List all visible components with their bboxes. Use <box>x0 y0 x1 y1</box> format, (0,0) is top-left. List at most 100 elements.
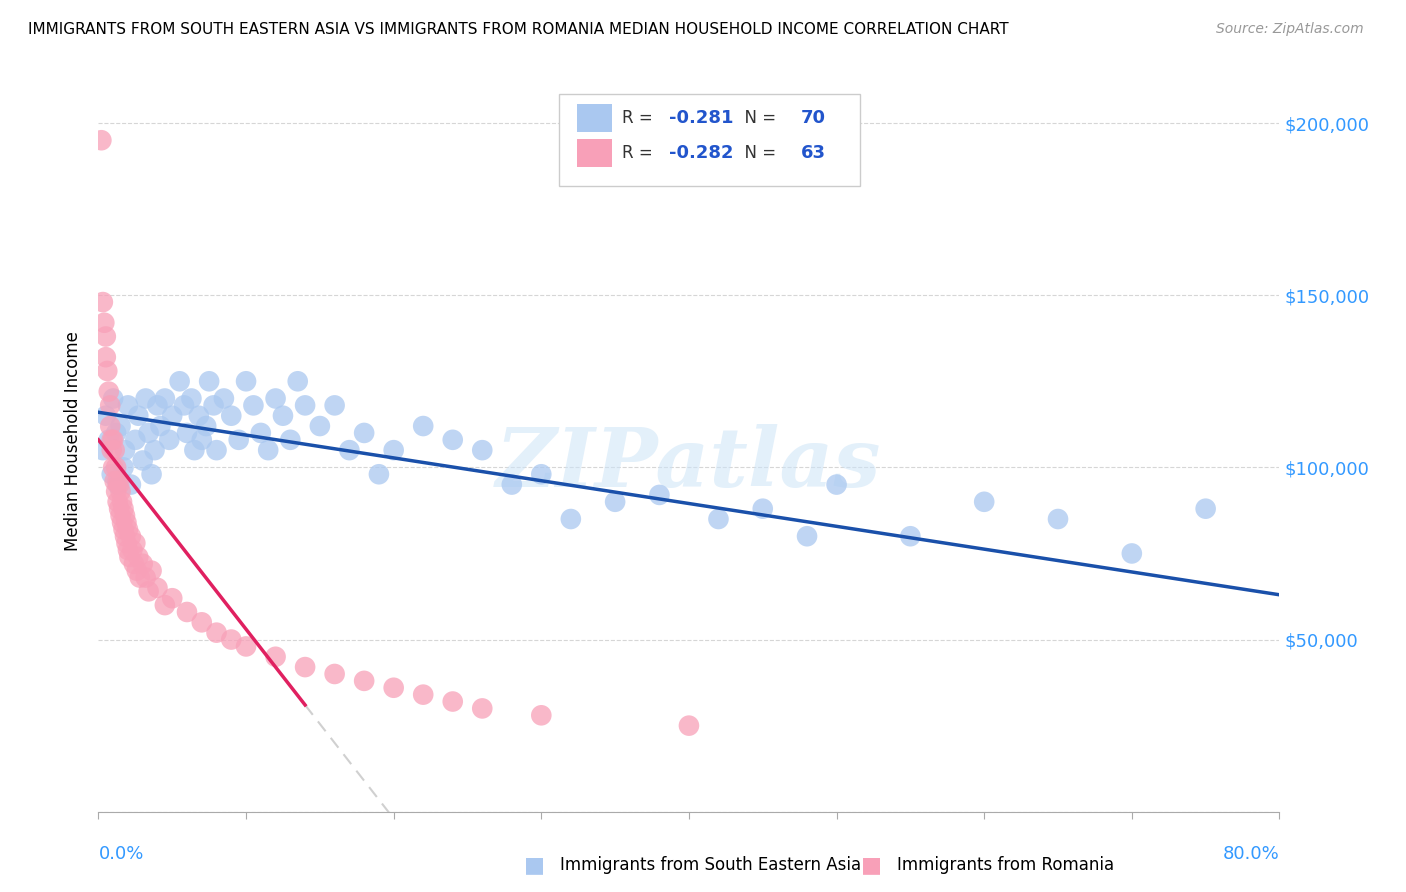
Point <box>752 501 775 516</box>
Point <box>105 425 128 440</box>
Point <box>114 508 136 523</box>
Point <box>98 398 121 412</box>
Point <box>169 374 191 388</box>
Point <box>228 433 250 447</box>
Text: ■: ■ <box>524 855 544 875</box>
Point <box>117 398 139 412</box>
Point <box>221 632 243 647</box>
Point <box>176 605 198 619</box>
Point <box>135 570 157 584</box>
Point <box>382 681 405 695</box>
Point <box>530 467 553 482</box>
Point <box>294 660 316 674</box>
Point <box>382 443 405 458</box>
Point <box>104 443 127 458</box>
Point <box>100 467 122 482</box>
Point <box>264 649 287 664</box>
Point <box>242 398 264 412</box>
Point <box>287 374 309 388</box>
Text: 0.0%: 0.0% <box>98 845 143 863</box>
Point <box>212 392 235 406</box>
Point <box>107 474 129 488</box>
Point <box>191 615 214 630</box>
Point <box>141 564 163 578</box>
Text: Immigrants from Romania: Immigrants from Romania <box>897 856 1114 874</box>
Y-axis label: Median Household Income: Median Household Income <box>65 332 83 551</box>
Point <box>146 581 169 595</box>
Point <box>100 433 122 447</box>
Point <box>141 467 163 482</box>
Point <box>94 409 117 423</box>
Point <box>368 467 391 482</box>
Point <box>90 133 112 147</box>
Point <box>205 625 228 640</box>
Point <box>796 529 818 543</box>
Point <box>530 708 553 723</box>
Point <box>103 460 125 475</box>
Point <box>1195 501 1218 516</box>
Point <box>339 443 361 458</box>
Point <box>110 484 132 499</box>
Point <box>235 640 257 654</box>
Point <box>93 316 115 330</box>
Point <box>353 673 375 688</box>
Text: N =: N = <box>734 109 782 127</box>
Text: 70: 70 <box>801 109 827 127</box>
Point <box>323 398 346 412</box>
Point <box>111 516 134 530</box>
Point <box>309 419 332 434</box>
Point <box>180 392 202 406</box>
Point <box>323 667 346 681</box>
Point <box>120 529 142 543</box>
Point <box>121 543 143 558</box>
Point <box>280 433 302 447</box>
Point <box>264 392 287 406</box>
Point <box>183 443 205 458</box>
Point <box>162 409 183 423</box>
Point <box>412 419 434 434</box>
Point <box>221 409 243 423</box>
Point <box>97 384 120 399</box>
Point <box>471 443 494 458</box>
Text: R =: R = <box>621 109 658 127</box>
Point <box>560 512 582 526</box>
Point <box>271 409 294 423</box>
Point <box>173 398 195 412</box>
Point <box>146 398 169 412</box>
Point <box>250 425 273 440</box>
Point <box>110 419 132 434</box>
Point <box>114 443 136 458</box>
Point <box>825 477 848 491</box>
Point <box>112 460 135 475</box>
Point <box>96 364 118 378</box>
Point <box>124 536 146 550</box>
Point <box>202 398 225 412</box>
Point <box>678 718 700 732</box>
Point <box>110 508 132 523</box>
Point <box>104 474 127 488</box>
Point <box>707 512 730 526</box>
Point <box>143 443 166 458</box>
Point <box>257 443 280 458</box>
Point <box>91 443 114 458</box>
Point <box>153 598 176 612</box>
Point <box>441 433 464 447</box>
Point <box>118 549 141 564</box>
Point <box>162 591 183 606</box>
Point <box>105 460 128 475</box>
Point <box>149 419 172 434</box>
Point <box>112 501 135 516</box>
Point <box>91 295 114 310</box>
Point <box>412 688 434 702</box>
Point <box>235 374 257 388</box>
Point <box>94 350 117 364</box>
Point <box>127 409 149 423</box>
Point <box>112 522 135 536</box>
FancyBboxPatch shape <box>560 94 860 186</box>
Point <box>97 433 120 447</box>
Point <box>294 398 316 412</box>
Point <box>471 701 494 715</box>
Point <box>125 564 148 578</box>
Text: ZIPatlas: ZIPatlas <box>496 424 882 504</box>
Point <box>153 392 176 406</box>
